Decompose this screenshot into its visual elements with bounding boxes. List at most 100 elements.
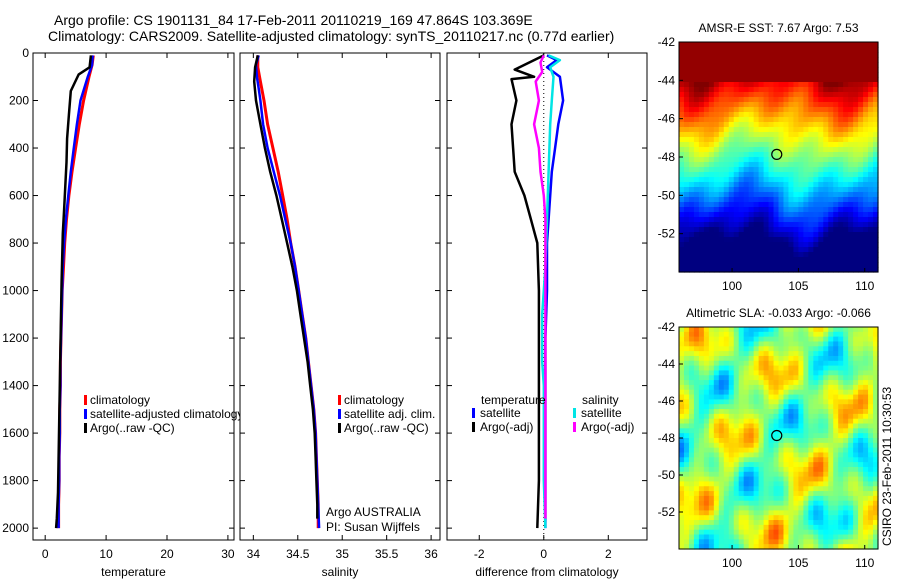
sst_map-cell [688,62,695,68]
sst_map-cell [788,242,795,248]
sst_map-cell [798,52,804,58]
sla_map-cell [833,515,839,521]
sst_map-cell [803,202,809,208]
sst_map-cell [853,217,859,223]
sst_map-cell [843,257,849,263]
sla_map-cell [803,380,809,386]
sla_map-cell [863,365,869,372]
sla_map-cell [843,529,849,536]
sst_map-cell [838,62,844,68]
sst_map-cell [803,112,809,118]
sst_map-cell [793,217,799,223]
sst_map-cell [728,62,735,68]
sst_map-cell [713,207,720,213]
sla_map-cell [738,365,745,372]
sst_map-cell [803,237,809,243]
sla_map-cell [738,495,745,502]
sst_map-cell [679,222,685,228]
sla_map-cell [838,520,844,526]
sla_map-cell [743,370,750,376]
sst_map-cell [813,172,819,178]
sla_map-cell [778,491,785,497]
sst_map-cell [783,207,790,213]
sla_map-cell [718,442,725,449]
sst_map-cell [848,237,854,243]
sla_map-cell [838,539,844,545]
sla_map-cell [679,539,685,545]
sla_map-cell [738,380,745,386]
sst_map-cell [818,107,824,113]
sst_map-cell [723,232,730,238]
sst_map-cell [778,57,785,63]
sst_map-cell [758,92,765,98]
sst_map-cell [738,157,745,163]
sla_map-cell [768,327,775,333]
sla_map-cell [698,336,705,343]
sst_map-cell [863,137,869,143]
sst_map-cell [868,117,874,123]
sla_map-cell [693,476,700,483]
sst_map-cell [808,47,814,53]
sst_map-cell [768,247,775,253]
sst_map-cell [758,247,765,253]
sla_map-cell [863,452,869,458]
sla_map-cell [848,438,854,444]
sst_map-cell [863,107,869,113]
sst_map-cell [853,82,859,88]
sst_map-cell [733,212,740,218]
sst_map-cell [748,172,755,178]
sst_map-cell [788,187,795,193]
sla_map-cell [773,399,780,405]
sst_map-cell [863,157,869,163]
sla_map-cell [808,404,814,410]
legend-header-temperature: temperature [481,393,546,407]
sst_map-cell [679,87,685,93]
sst_map-cell [858,227,864,233]
sst_map-cell [848,157,854,163]
sla_map-cell [848,534,854,540]
sst_map-cell [848,92,854,98]
sla_map-cell [853,341,859,347]
sst_map-cell [748,47,755,53]
sst_map-cell [778,117,785,123]
sst_map-cell [698,77,705,83]
sla_map-cell [873,447,879,454]
sla_map-cell [833,466,839,473]
sla_map-cell [728,399,735,405]
sla_map-cell [798,524,804,531]
sla_map-cell [818,327,824,333]
sst_map-cell [688,247,695,253]
sst_map-cell [708,77,715,83]
sla_map-cell [688,341,695,347]
sla_map-cell [843,466,849,473]
sla_map-cell [743,404,750,410]
sst_map-cell [723,257,730,263]
sst_map-cell [848,207,854,213]
sla_map-cell [848,476,854,483]
sst_map-cell [773,187,780,193]
sla_map-cell [813,413,819,420]
sst_map-cell [818,192,824,198]
sla_map-cell [803,539,809,545]
sla_map-cell [798,500,804,507]
sla_map-cell [818,394,824,400]
sla_map-cell [718,534,725,540]
sla_map-cell [833,331,839,338]
sla_map-cell [713,505,720,511]
sst_map-cell [853,97,859,103]
sla_map-cell [833,413,839,420]
sst_map-cell [693,157,700,163]
sst_map-cell [688,87,695,93]
sst_map-cell [748,247,755,253]
sla_map-cell [863,534,869,540]
sst_map-cell [773,257,780,263]
sst_map-cell [738,267,745,273]
sla_map-cell [723,331,730,338]
sla_map-cell [728,428,735,434]
sla_map-cell [783,351,790,357]
sla_map-cell [778,346,785,352]
sla_map-cell [788,375,795,381]
sst_map-cell [773,207,780,213]
sla_map-cell [763,447,770,454]
sst_map-cell [743,47,750,53]
